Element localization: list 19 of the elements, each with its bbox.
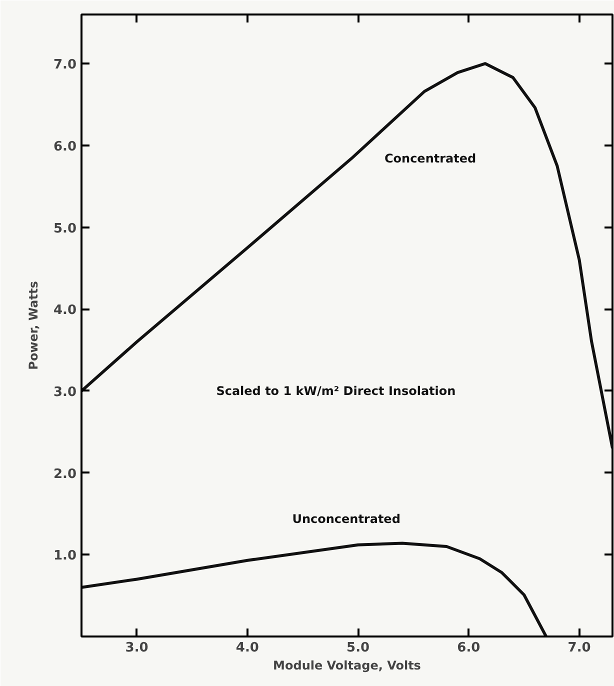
line-series [82, 62, 612, 450]
y-tick-label: 7.0 [53, 58, 76, 73]
series-label: Concentrated [384, 152, 476, 166]
x-tick-label: 5.0 [346, 640, 370, 656]
x-tick-label: 4.0 [236, 640, 259, 656]
y-tick-label: 5.0 [53, 221, 76, 236]
x-tick-label: 3.0 [125, 640, 148, 656]
x-axis-title: Module Voltage, Volts [273, 658, 421, 672]
y-tick-label: 4.0 [53, 303, 76, 318]
series-label: Unconcentrated [292, 512, 400, 526]
y-tick-label: 3.0 [53, 384, 76, 400]
y-axis-title: Power, Watts [26, 281, 40, 370]
x-tick-label: 7.0 [568, 640, 591, 656]
y-tick-label: 2.0 [53, 466, 76, 482]
line-series [82, 542, 548, 636]
y-tick-label: 1.0 [53, 548, 76, 564]
annotation: Scaled to 1 kW/m² Direct Insolation [216, 384, 456, 398]
y-tick-label: 6.0 [53, 139, 76, 154]
x-tick-label: 6.0 [457, 640, 480, 656]
